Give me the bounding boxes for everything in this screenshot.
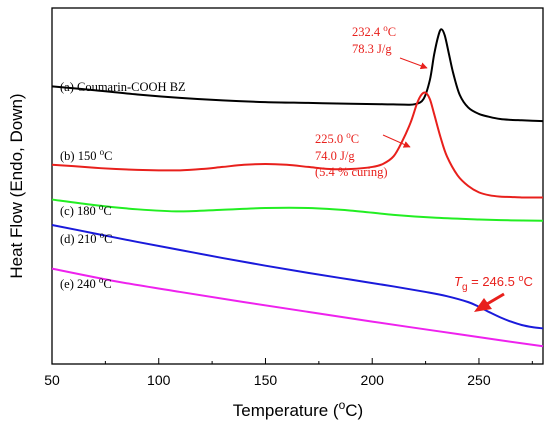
series-line-d (51, 224, 544, 330)
series-line-c (51, 198, 544, 222)
annotation-peak-b-curing: (5.4 % curing) (315, 165, 388, 179)
y-axis-title: Heat Flow (Endo, Down) (7, 93, 26, 278)
series-line-b (51, 91, 543, 199)
x-tick-label: 200 (361, 372, 385, 388)
x-axis-title: Temperature (oC) (233, 398, 363, 420)
series-label-e: (e) 240 oC (60, 275, 112, 291)
series-label-b: (b) 150 oC (60, 147, 112, 163)
x-tick-label: 50 (44, 372, 60, 388)
annotation-peak-a-arrow (399, 57, 428, 70)
series-line-e (51, 267, 544, 348)
series-label-c: (c) 180 oC (60, 202, 112, 218)
x-tick-label: 250 (467, 372, 491, 388)
plot-frame (51, 7, 544, 365)
annotation-tg: Tg = 246.5 oC (454, 273, 533, 293)
x-tick-label: 100 (147, 372, 171, 388)
series-label-d: (d) 210 oC (60, 230, 112, 246)
annotation-peak-a-temp: 232.4 oC (352, 23, 396, 39)
annotation-tg-arrow (474, 292, 505, 312)
series-lines (51, 28, 544, 348)
annotation-peak-b-temp: 225.0 oC (315, 130, 359, 146)
annotation-peak-a-enthalpy: 78.3 J/g (352, 42, 392, 56)
series-label-a: (a) Coumarin-COOH BZ (60, 80, 186, 94)
x-tick-label: 150 (254, 372, 278, 388)
series-line-a (51, 28, 544, 123)
annotation-peak-b-arrow (382, 134, 411, 148)
annotation-peak-b-enthalpy: 74.0 J/g (315, 149, 355, 163)
x-axis-ticks: 50 100 150 200 250 (44, 358, 533, 388)
